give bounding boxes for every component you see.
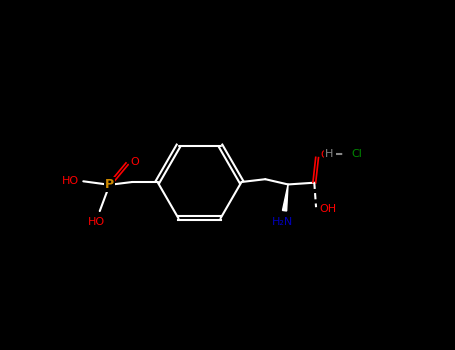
Text: O: O: [131, 157, 139, 167]
Text: OH: OH: [319, 204, 336, 214]
Text: O: O: [320, 150, 329, 160]
Text: H₂N: H₂N: [272, 217, 293, 227]
Text: Cl: Cl: [351, 149, 362, 159]
Polygon shape: [283, 184, 288, 211]
Text: P: P: [105, 178, 114, 191]
Text: H: H: [325, 149, 334, 159]
Text: HO: HO: [88, 217, 105, 226]
Text: HO: HO: [61, 176, 79, 186]
